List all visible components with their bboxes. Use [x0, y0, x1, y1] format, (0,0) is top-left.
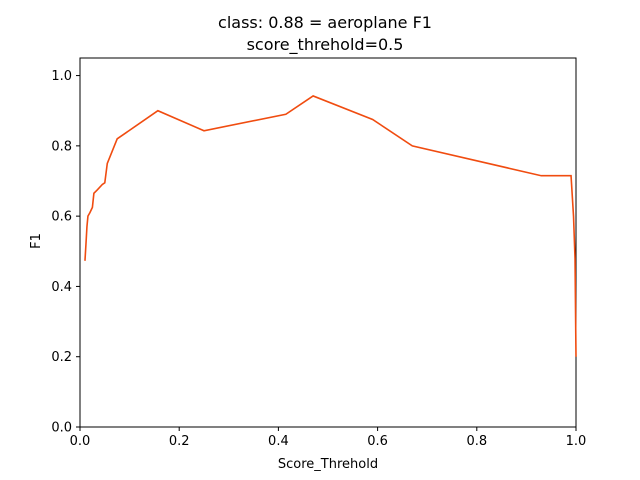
x-tick-label: 0.8	[466, 434, 487, 449]
y-tick-label: 0.2	[51, 350, 72, 365]
x-tick-label: 0.0	[70, 434, 91, 449]
chart-subtitle: score_threhold=0.5	[247, 35, 404, 55]
y-tick-label: 0.8	[51, 139, 72, 154]
chart-title: class: 0.88 = aeroplane F1	[218, 13, 432, 32]
x-tick-label: 0.6	[367, 434, 388, 449]
x-axis-label: Score_Threhold	[278, 457, 378, 472]
plot-area	[79, 57, 577, 428]
x-tick-label: 0.4	[268, 434, 289, 449]
x-axis-ticks: 0.0 0.2 0.4 0.6 0.8 1.0	[70, 427, 587, 449]
y-tick-label: 0.4	[51, 280, 72, 295]
y-axis-label: F1	[29, 233, 44, 249]
y-tick-label: 0.0	[51, 421, 72, 436]
y-tick-label: 1.0	[51, 69, 72, 84]
x-tick-label: 1.0	[566, 434, 587, 449]
series-line	[84, 95, 577, 357]
y-tick-label: 0.6	[51, 210, 72, 225]
y-axis-ticks: 0.0 0.2 0.4 0.6 0.8 1.0	[51, 69, 80, 436]
x-tick-label: 0.2	[169, 434, 190, 449]
